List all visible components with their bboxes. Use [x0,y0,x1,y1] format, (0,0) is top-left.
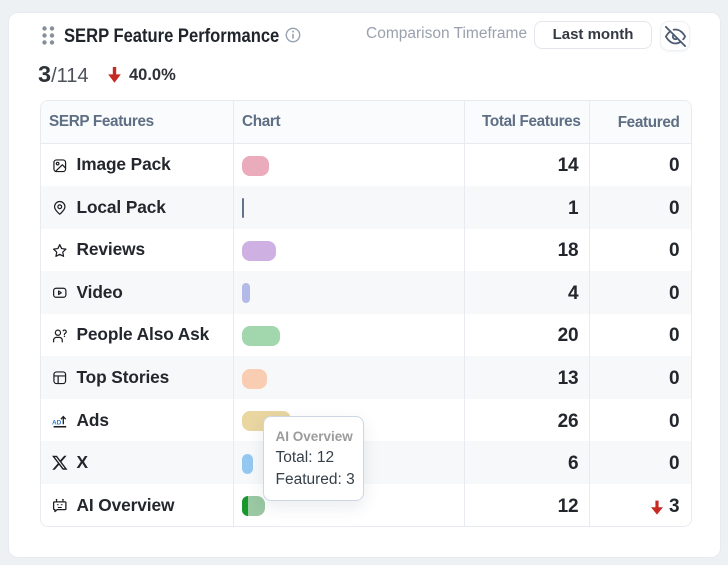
svg-text:AD: AD [52,419,62,426]
